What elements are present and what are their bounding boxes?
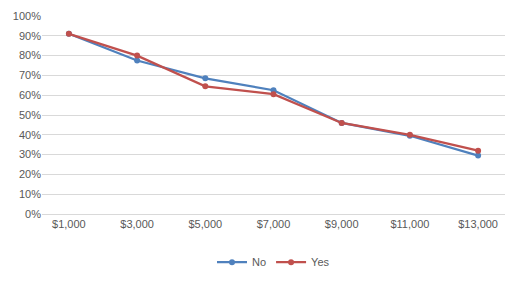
svg-text:40%: 40% [19, 129, 41, 141]
svg-text:30%: 30% [19, 148, 41, 160]
svg-text:$9,000: $9,000 [325, 218, 359, 230]
svg-text:No: No [252, 256, 266, 268]
svg-text:90%: 90% [19, 30, 41, 42]
svg-text:20%: 20% [19, 168, 41, 180]
svg-text:10%: 10% [19, 188, 41, 200]
svg-text:$3,000: $3,000 [120, 218, 154, 230]
svg-text:$7,000: $7,000 [257, 218, 291, 230]
svg-text:60%: 60% [19, 89, 41, 101]
svg-text:50%: 50% [19, 109, 41, 121]
svg-text:80%: 80% [19, 49, 41, 61]
svg-text:$13,000: $13,000 [458, 218, 498, 230]
svg-text:$1,000: $1,000 [52, 218, 86, 230]
svg-text:100%: 100% [13, 10, 41, 22]
svg-text:0%: 0% [25, 208, 41, 220]
svg-text:70%: 70% [19, 69, 41, 81]
svg-text:Yes: Yes [311, 256, 329, 268]
svg-text:$11,000: $11,000 [390, 218, 429, 230]
svg-text:$5,000: $5,000 [188, 218, 222, 230]
